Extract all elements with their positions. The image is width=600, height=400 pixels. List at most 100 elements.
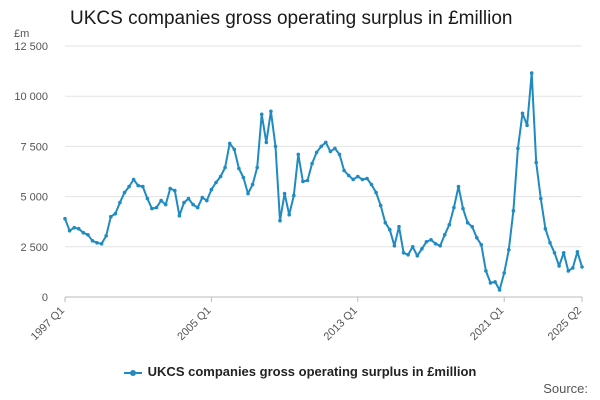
data-point[interactable] <box>273 144 278 149</box>
data-point[interactable] <box>324 140 328 145</box>
data-point[interactable] <box>351 177 356 182</box>
data-point[interactable] <box>534 160 538 165</box>
data-point[interactable] <box>223 165 227 170</box>
data-point[interactable] <box>218 174 223 179</box>
data-point[interactable] <box>388 227 392 232</box>
data-point[interactable] <box>342 168 346 173</box>
data-point[interactable] <box>502 271 507 275</box>
data-point[interactable] <box>539 196 543 201</box>
data-point[interactable] <box>369 182 374 187</box>
data-point[interactable] <box>507 248 511 252</box>
data-point[interactable] <box>488 281 493 285</box>
data-point[interactable] <box>493 280 497 284</box>
data-point[interactable] <box>447 222 452 227</box>
data-point[interactable] <box>571 266 575 270</box>
data-point[interactable] <box>566 269 571 273</box>
data-point[interactable] <box>141 184 145 189</box>
data-point[interactable] <box>122 190 127 195</box>
data-point[interactable] <box>296 152 301 157</box>
data-point[interactable] <box>557 264 561 268</box>
data-point[interactable] <box>67 228 72 233</box>
data-point[interactable] <box>292 193 296 198</box>
data-point[interactable] <box>177 213 182 218</box>
data-point[interactable] <box>150 206 154 211</box>
data-point[interactable] <box>127 184 131 189</box>
data-point[interactable] <box>145 196 150 201</box>
data-point[interactable] <box>246 191 250 196</box>
data-point[interactable] <box>406 253 410 257</box>
data-point[interactable] <box>561 251 566 255</box>
data-point[interactable] <box>168 186 172 191</box>
data-point[interactable] <box>154 205 159 210</box>
data-point[interactable] <box>529 71 534 75</box>
data-point[interactable] <box>479 243 484 247</box>
data-point[interactable] <box>282 191 287 196</box>
data-point[interactable] <box>214 180 218 185</box>
data-point[interactable] <box>424 240 429 244</box>
data-point[interactable] <box>237 166 241 171</box>
data-point[interactable] <box>580 265 584 269</box>
data-point[interactable] <box>319 144 324 149</box>
data-point[interactable] <box>109 214 113 219</box>
data-point[interactable] <box>136 183 140 188</box>
data-point[interactable] <box>575 250 580 254</box>
data-point[interactable] <box>99 242 104 246</box>
data-point[interactable] <box>205 198 209 203</box>
data-point[interactable] <box>200 195 205 200</box>
data-point[interactable] <box>186 196 191 201</box>
data-point[interactable] <box>278 218 282 223</box>
data-point[interactable] <box>392 244 397 248</box>
data-point[interactable] <box>305 178 310 183</box>
data-point[interactable] <box>438 244 443 248</box>
data-point[interactable] <box>420 247 424 251</box>
data-point[interactable] <box>113 211 118 216</box>
data-point[interactable] <box>310 161 314 166</box>
data-point[interactable] <box>337 152 342 157</box>
data-point[interactable] <box>159 198 163 203</box>
data-point[interactable] <box>456 184 461 189</box>
data-point[interactable] <box>63 216 67 221</box>
data-point[interactable] <box>433 242 438 246</box>
data-point[interactable] <box>397 224 401 229</box>
data-point[interactable] <box>552 251 557 255</box>
data-point[interactable] <box>182 200 186 205</box>
data-point[interactable] <box>255 165 259 170</box>
data-point[interactable] <box>259 112 264 117</box>
data-point[interactable] <box>470 224 475 229</box>
data-point[interactable] <box>374 190 378 195</box>
data-point[interactable] <box>250 182 255 187</box>
data-point[interactable] <box>442 233 447 237</box>
data-point[interactable] <box>314 150 319 155</box>
data-point[interactable] <box>548 241 552 245</box>
data-point[interactable] <box>452 205 456 210</box>
data-point[interactable] <box>410 245 415 249</box>
data-point[interactable] <box>484 269 488 273</box>
data-point[interactable] <box>90 239 95 243</box>
data-point[interactable] <box>131 177 136 182</box>
data-point[interactable] <box>465 220 470 225</box>
data-point[interactable] <box>86 233 90 237</box>
data-point[interactable] <box>269 109 273 114</box>
data-point[interactable] <box>346 173 351 178</box>
data-point[interactable] <box>72 225 76 230</box>
data-point[interactable] <box>191 202 195 207</box>
data-point[interactable] <box>287 212 292 217</box>
data-point[interactable] <box>516 146 520 151</box>
data-point[interactable] <box>81 230 86 235</box>
data-point[interactable] <box>118 200 122 205</box>
data-point[interactable] <box>383 220 388 225</box>
data-point[interactable] <box>356 174 360 179</box>
data-point[interactable] <box>95 241 99 245</box>
data-point[interactable] <box>333 146 337 151</box>
data-point[interactable] <box>415 254 420 258</box>
data-point[interactable] <box>173 188 177 193</box>
data-point[interactable] <box>195 205 200 210</box>
data-point[interactable] <box>360 177 365 182</box>
data-point[interactable] <box>104 234 108 238</box>
data-point[interactable] <box>365 176 369 181</box>
data-point[interactable] <box>520 111 525 116</box>
data-point[interactable] <box>227 141 232 146</box>
data-point[interactable] <box>429 238 433 242</box>
data-point[interactable] <box>76 226 81 231</box>
data-point[interactable] <box>163 202 168 207</box>
